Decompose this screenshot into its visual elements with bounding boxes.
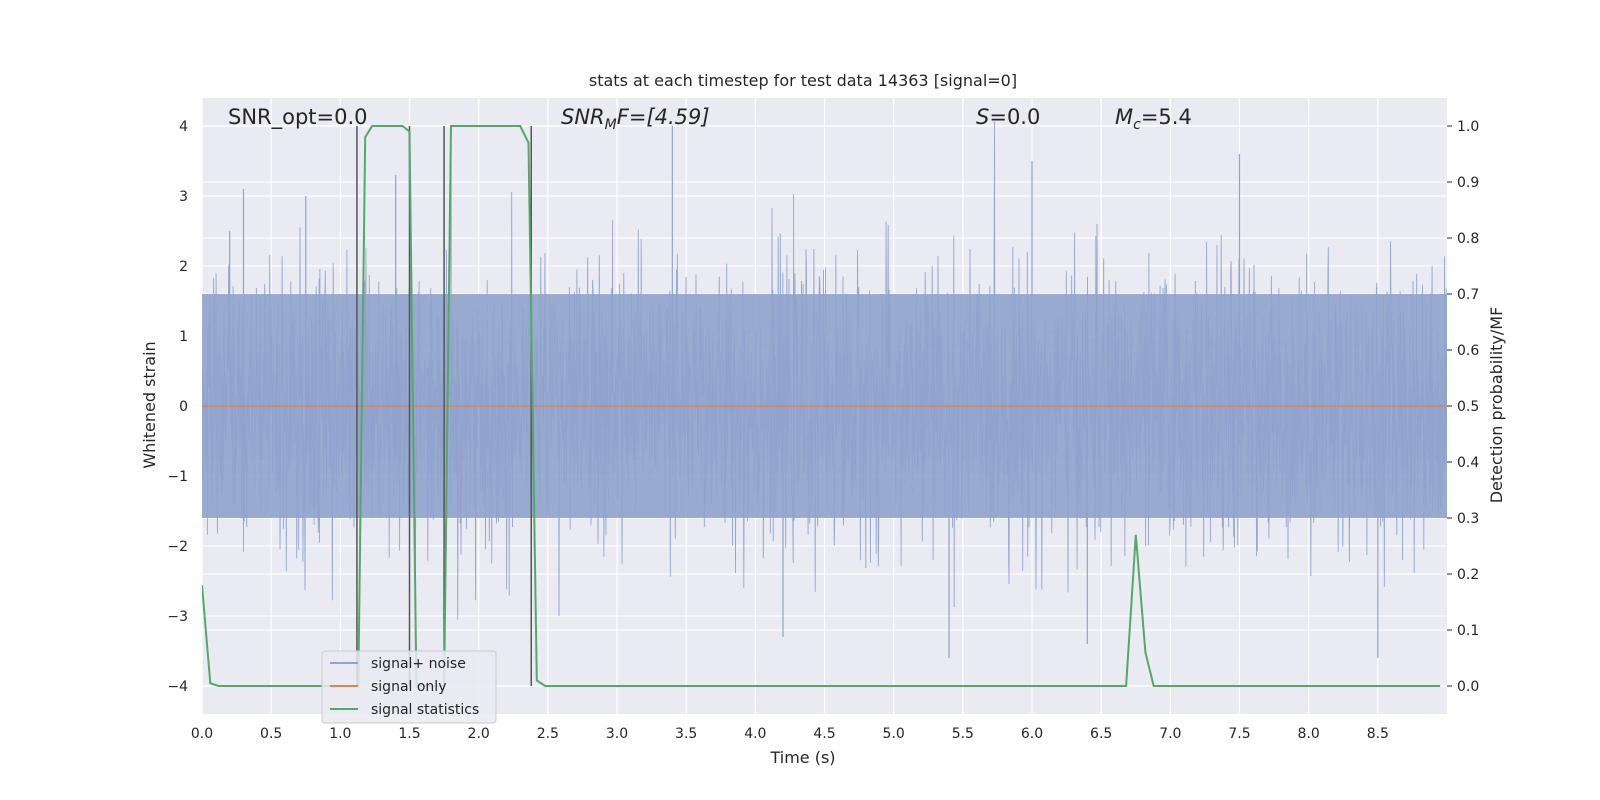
annotation-s-main: S [976, 105, 989, 129]
x-tick-label: 8.0 [1298, 726, 1320, 742]
x-tick-label: 6.5 [1090, 726, 1112, 742]
y-right-tick-label: 0.9 [1457, 175, 1479, 191]
y-left-tick-label: 4 [179, 119, 188, 135]
annotation-mc: Mc=5.4 [1115, 105, 1192, 133]
y-right-axis-ticks: 1.0 0.9 0.8 0.7 0.6 0.5 0.4 0.3 0.2 0.1 0.0 [1447, 119, 1479, 695]
y-right-tick-label: 0.2 [1457, 567, 1479, 583]
y-right-tick-label: 1.0 [1457, 119, 1479, 135]
x-axis-ticks: 0.0 0.5 1.0 1.5 2.0 2.5 3.0 3.5 4.0 4.5 5.0 5.5 6.0 6… [191, 726, 1389, 742]
y-right-tick-label: 0.5 [1457, 399, 1479, 415]
y-right-tick-label: 0.6 [1457, 343, 1479, 359]
y-left-tick-label: 1 [179, 329, 188, 345]
legend-label-signal-noise: signal+ noise [371, 656, 466, 672]
x-tick-label: 5.5 [952, 726, 974, 742]
y-left-tick-label: 3 [179, 189, 188, 205]
y-left-tick-label: −3 [167, 609, 188, 625]
legend-label-signal-statistics: signal statistics [371, 702, 479, 718]
x-tick-label: 0.5 [260, 726, 282, 742]
y-right-tick-label: 0.4 [1457, 455, 1479, 471]
x-tick-label: 1.5 [398, 726, 420, 742]
y-left-axis-label: Whitened strain [140, 341, 159, 468]
chart-title: stats at each timestep for test data 143… [589, 71, 1017, 90]
y-left-tick-label: −2 [167, 539, 188, 555]
x-tick-label: 0.0 [191, 726, 213, 742]
annotation-s-rest: =0.0 [989, 105, 1040, 129]
x-tick-label: 4.5 [813, 726, 835, 742]
annotation-mc-rest: =5.4 [1141, 105, 1192, 129]
annotation-snr-mf-rest: F=[4.59] [617, 105, 710, 129]
annotation-mc-main: M [1115, 105, 1133, 129]
y-left-tick-label: 0 [179, 399, 188, 415]
y-right-axis-label: Detection probability/MF [1487, 307, 1506, 504]
annotation-mc-sub: c [1133, 117, 1141, 133]
x-axis-label: Time (s) [769, 748, 835, 767]
annotation-snr-mf-main: SNR [561, 105, 605, 129]
x-tick-label: 7.5 [1228, 726, 1250, 742]
annotation-snr-mf-sub: M [605, 117, 617, 133]
y-right-tick-label: 0.7 [1457, 287, 1479, 303]
y-right-tick-label: 0.1 [1457, 623, 1479, 639]
y-left-tick-label: −1 [167, 469, 188, 485]
x-tick-label: 2.0 [468, 726, 490, 742]
legend-box [321, 650, 497, 724]
y-left-axis-ticks: 4 3 2 1 0 −1 −2 −3 −4 [167, 119, 188, 695]
vertical-markers [356, 126, 532, 686]
y-right-tick-label: 0.0 [1457, 679, 1479, 695]
x-tick-label: 2.5 [537, 726, 559, 742]
x-tick-label: 6.0 [1021, 726, 1043, 742]
annotation-snr-mf: SNRMF=[4.59] [561, 105, 710, 133]
y-left-tick-label: −4 [167, 679, 188, 695]
y-left-tick-label: 2 [179, 259, 188, 275]
x-tick-label: 8.5 [1367, 726, 1389, 742]
annotation-s: S=0.0 [976, 105, 1040, 129]
legend: signal+ noise signal only signal statist… [321, 650, 497, 724]
x-tick-label: 3.5 [675, 726, 697, 742]
annotation-snr-opt: SNR_opt=0.0 [228, 105, 368, 130]
x-tick-label: 1.0 [329, 726, 351, 742]
x-tick-label: 7.0 [1159, 726, 1181, 742]
x-tick-label: 5.0 [883, 726, 905, 742]
y-right-tick-label: 0.8 [1457, 231, 1479, 247]
legend-label-signal-only: signal only [371, 679, 446, 695]
x-tick-label: 4.0 [744, 726, 766, 742]
x-tick-label: 3.0 [606, 726, 628, 742]
y-right-tick-label: 0.3 [1457, 511, 1479, 527]
